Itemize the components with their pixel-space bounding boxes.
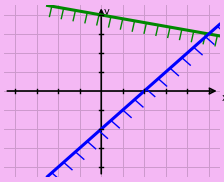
Text: x: x: [222, 93, 224, 103]
Text: y: y: [104, 7, 110, 17]
